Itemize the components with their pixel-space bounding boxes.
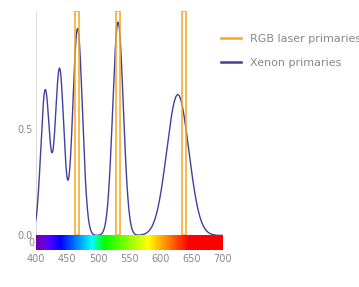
Bar xyxy=(75,11,79,235)
Text: 0: 0 xyxy=(28,238,34,248)
Bar xyxy=(116,11,120,235)
Legend: RGB laser primaries, Xenon primaries: RGB laser primaries, Xenon primaries xyxy=(221,34,359,68)
Bar xyxy=(182,11,186,235)
